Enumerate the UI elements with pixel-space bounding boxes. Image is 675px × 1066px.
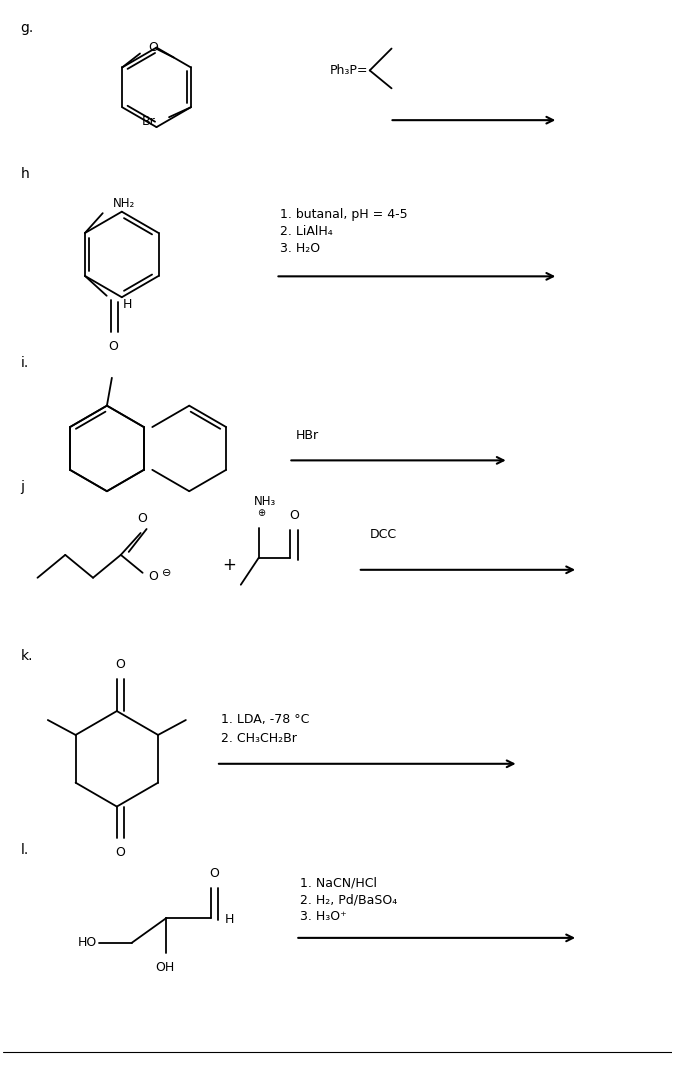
Text: NH₃: NH₃ <box>254 495 276 508</box>
Text: O: O <box>290 510 299 522</box>
Text: OH: OH <box>155 960 174 973</box>
Text: O: O <box>109 339 119 353</box>
Text: 1. LDA, -78 °C: 1. LDA, -78 °C <box>221 712 309 726</box>
Text: ⊕: ⊕ <box>256 508 265 518</box>
Text: k.: k. <box>21 649 33 663</box>
Text: H: H <box>123 297 132 310</box>
Text: j: j <box>21 481 24 495</box>
Text: O: O <box>115 659 125 672</box>
Text: 3. H₂O: 3. H₂O <box>281 242 321 255</box>
Text: O: O <box>148 570 159 583</box>
Text: O: O <box>148 42 158 54</box>
Text: O: O <box>115 846 125 859</box>
Text: 2. CH₃CH₂Br: 2. CH₃CH₂Br <box>221 732 297 745</box>
Text: HO: HO <box>78 936 97 950</box>
Text: Br: Br <box>141 115 155 128</box>
Text: O: O <box>138 512 148 526</box>
Text: i.: i. <box>21 356 29 370</box>
Text: g.: g. <box>21 20 34 35</box>
Text: l.: l. <box>21 843 29 857</box>
Text: 1. NaCN/HCl: 1. NaCN/HCl <box>300 876 377 890</box>
Text: NH₂: NH₂ <box>113 197 135 210</box>
Text: 2. LiAlH₄: 2. LiAlH₄ <box>281 225 333 238</box>
Text: 3. H₃O⁺: 3. H₃O⁺ <box>300 910 347 923</box>
Text: ⊖: ⊖ <box>163 568 172 578</box>
Text: Ph₃P=: Ph₃P= <box>330 64 369 77</box>
Text: H: H <box>225 914 234 926</box>
Text: 2. H₂, Pd/BaSO₄: 2. H₂, Pd/BaSO₄ <box>300 893 398 906</box>
Text: 1. butanal, pH = 4-5: 1. butanal, pH = 4-5 <box>281 208 408 221</box>
Text: DCC: DCC <box>370 529 397 542</box>
Text: HBr: HBr <box>296 429 319 442</box>
Text: +: + <box>222 555 236 574</box>
Text: h: h <box>21 167 30 181</box>
Text: O: O <box>209 867 219 881</box>
